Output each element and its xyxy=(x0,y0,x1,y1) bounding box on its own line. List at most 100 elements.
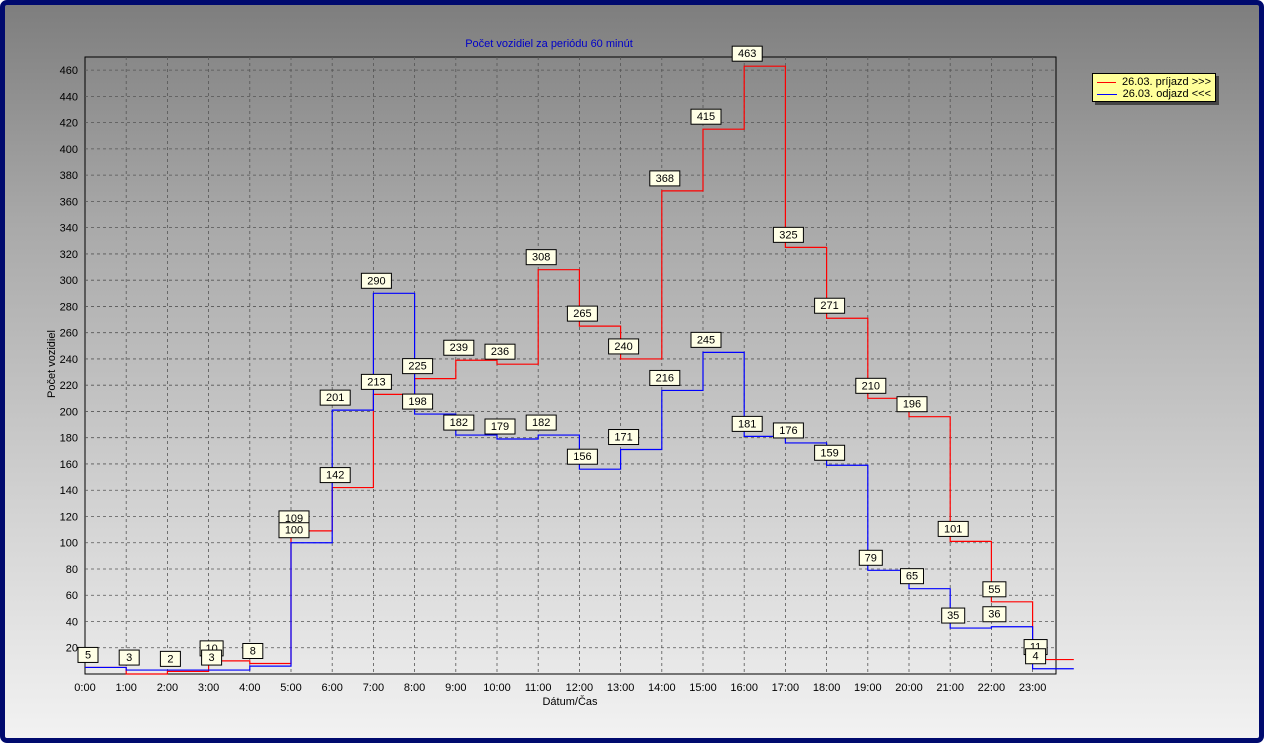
data-label-box xyxy=(608,429,640,446)
data-label-text: 2 xyxy=(167,653,173,665)
data-label-box xyxy=(649,170,681,187)
x-tick-label: 8:00 xyxy=(404,682,425,694)
data-label-text: 4 xyxy=(1033,651,1039,663)
data-label-text: 210 xyxy=(862,380,880,392)
data-label-box xyxy=(566,305,598,322)
data-label-box xyxy=(1025,648,1047,665)
x-tick-label: 17:00 xyxy=(772,682,800,694)
plot-area xyxy=(84,56,1057,675)
data-label-text: 196 xyxy=(903,399,921,411)
x-tick-label: 2:00 xyxy=(157,682,178,694)
data-label-box xyxy=(319,389,351,406)
y-tick-label: 60 xyxy=(66,590,78,602)
data-label: 415 xyxy=(690,108,722,125)
data-label-text: 142 xyxy=(326,470,344,482)
data-label-text: 179 xyxy=(491,421,509,433)
data-label-box xyxy=(900,568,924,585)
data-label: 176 xyxy=(772,422,804,439)
data-label-text: 213 xyxy=(367,376,385,388)
data-label-text: 216 xyxy=(656,372,674,384)
data-label-box xyxy=(608,338,640,355)
data-label: 213 xyxy=(360,373,392,390)
series-line-1 xyxy=(85,292,1074,671)
data-label-box xyxy=(360,272,392,289)
data-label: 8 xyxy=(242,642,264,659)
data-label-text: 245 xyxy=(697,334,715,346)
data-label-text: 182 xyxy=(450,417,468,429)
data-label-box xyxy=(525,414,557,431)
x-tick-label: 22:00 xyxy=(978,682,1006,694)
data-label: 182 xyxy=(525,414,557,431)
data-label-text: 265 xyxy=(573,308,591,320)
data-label: 101 xyxy=(937,520,969,537)
y-tick-label: 140 xyxy=(60,485,78,497)
x-tick-label: 7:00 xyxy=(363,682,384,694)
data-label-box xyxy=(360,373,392,390)
x-tick-label: 0:00 xyxy=(74,682,95,694)
data-label-box xyxy=(443,339,475,356)
x-tick-label: 15:00 xyxy=(689,682,717,694)
data-label-text: 36 xyxy=(988,609,1000,621)
data-label-box xyxy=(242,642,264,659)
data-label-text: 55 xyxy=(988,584,1000,596)
data-label-box xyxy=(159,650,181,667)
data-label-text: 171 xyxy=(614,432,632,444)
y-tick-label: 260 xyxy=(60,328,78,340)
y-tick-label: 220 xyxy=(60,380,78,392)
data-label-text: 65 xyxy=(906,571,918,583)
data-label-text: 368 xyxy=(656,173,674,185)
data-label: 240 xyxy=(608,338,640,355)
data-label: 156 xyxy=(566,448,598,465)
legend-swatch-blue xyxy=(1097,93,1117,95)
data-label-text: 181 xyxy=(738,418,756,430)
y-tick-label: 380 xyxy=(60,170,78,182)
data-label: 159 xyxy=(814,444,846,461)
data-label: 171 xyxy=(608,429,640,446)
data-label-text: 198 xyxy=(408,396,426,408)
y-tick-label: 120 xyxy=(60,511,78,523)
data-label-text: 236 xyxy=(491,346,509,358)
data-label: 2 xyxy=(159,650,181,667)
data-label-box xyxy=(731,415,763,432)
x-tick-label: 6:00 xyxy=(321,682,342,694)
y-tick-label: 180 xyxy=(60,433,78,445)
data-label-text: 308 xyxy=(532,252,550,264)
data-label-box xyxy=(814,444,846,461)
data-label: 368 xyxy=(649,170,681,187)
data-label: 5 xyxy=(77,646,99,663)
x-tick-label: 10:00 xyxy=(483,682,511,694)
data-label: 4 xyxy=(1025,648,1047,665)
data-label-box xyxy=(690,331,722,348)
data-label-text: 8 xyxy=(250,645,256,657)
data-label: 100 xyxy=(278,522,310,539)
y-tick-label: 360 xyxy=(60,196,78,208)
x-tick-label: 5:00 xyxy=(280,682,301,694)
data-label-box xyxy=(982,581,1007,598)
x-tick-label: 11:00 xyxy=(525,682,552,694)
data-label-box xyxy=(278,522,310,539)
data-label: 196 xyxy=(896,396,928,413)
y-tick-label: 440 xyxy=(60,91,78,103)
x-tick-label: 20:00 xyxy=(895,682,923,694)
data-labels: 5 3 21038109100201142290213225198239182236… xyxy=(77,45,1048,667)
data-label-text: 176 xyxy=(779,425,797,437)
data-label: 210 xyxy=(855,377,887,394)
x-tick-label: 3:00 xyxy=(198,682,219,694)
x-tick-label: 14:00 xyxy=(648,682,676,694)
data-label: 308 xyxy=(525,249,557,266)
data-label-box xyxy=(402,358,434,375)
data-label-box xyxy=(937,520,969,537)
data-label-text: 240 xyxy=(614,341,632,353)
legend: 26.03. príjazd >>> 26.03. odjazd <<< xyxy=(1092,73,1216,102)
data-label: 225 xyxy=(402,358,434,375)
data-label-box xyxy=(443,414,475,431)
data-label: 55 xyxy=(982,581,1007,598)
x-tick-label: 18:00 xyxy=(813,682,841,694)
y-tick-label: 280 xyxy=(60,301,78,313)
data-label: 79 xyxy=(858,549,883,566)
data-label-box xyxy=(772,422,804,439)
y-tick-label: 20 xyxy=(66,643,78,655)
data-label: 325 xyxy=(772,226,804,243)
data-label-box xyxy=(896,396,928,413)
